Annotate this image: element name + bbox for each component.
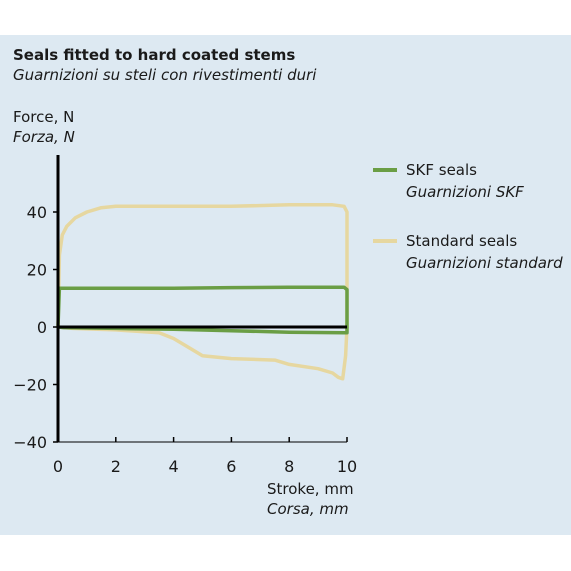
legend-label: Standard seals bbox=[406, 232, 517, 250]
axes-layer: −40 −20 0 20 40 0 2 4 6 8 10 bbox=[13, 155, 357, 476]
chart-panel bbox=[0, 35, 571, 535]
series-layer bbox=[56, 203, 349, 381]
x-tick-label: 2 bbox=[111, 457, 121, 476]
series-line-1 bbox=[56, 285, 349, 335]
legend: SKF seals Guarnizioni SKF Standard seals Gu… bbox=[373, 161, 563, 272]
x-axis-label-italian: Corsa, mm bbox=[267, 500, 349, 518]
chart-title: Seals fitted to hard coated stems bbox=[13, 46, 295, 64]
legend-label-italian: Guarnizioni standard bbox=[406, 254, 563, 272]
y-tick-label: −20 bbox=[13, 376, 47, 395]
y-tick-label: 40 bbox=[27, 203, 47, 222]
x-tick-label: 8 bbox=[284, 457, 294, 476]
y-tick-label: 0 bbox=[37, 318, 47, 337]
x-axis-label: Stroke, mm bbox=[267, 480, 354, 498]
chart-subtitle: Guarnizioni su steli con rivestimenti du… bbox=[13, 66, 317, 84]
legend-label: SKF seals bbox=[406, 161, 477, 179]
series-line-0 bbox=[56, 203, 349, 381]
x-tick-label: 6 bbox=[226, 457, 236, 476]
y-axis-label-italian: Forza, N bbox=[13, 128, 75, 146]
x-tick-label: 10 bbox=[337, 457, 357, 476]
y-tick-label: 20 bbox=[27, 261, 47, 280]
x-tick-label: 0 bbox=[53, 457, 63, 476]
y-axis-label: Force, N bbox=[13, 108, 74, 126]
y-tick-label: −40 bbox=[13, 433, 47, 452]
x-tick-label: 4 bbox=[169, 457, 179, 476]
legend-label-italian: Guarnizioni SKF bbox=[406, 183, 524, 201]
